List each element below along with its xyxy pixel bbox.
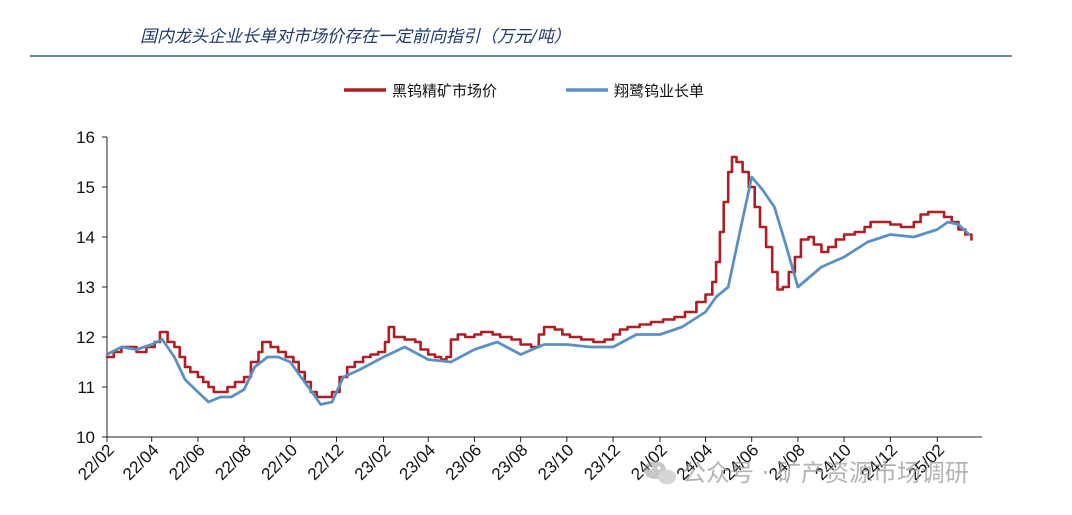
plot-area [105,155,973,406]
y-tick-label: 14 [76,228,95,247]
y-tick-label: 10 [76,428,95,447]
watermark-text: 公众号 · 矿产资源市场调研 [682,459,969,487]
y-tick-label: 13 [76,278,95,297]
watermark: 公众号 · 矿产资源市场调研 [644,459,969,487]
legend-label-long-term-contract: 翔鹭钨业长单 [614,82,704,100]
x-tick-label: 23/12 [580,440,624,484]
wechat-icon [644,461,676,485]
x-tick-label: 22/08 [211,440,255,484]
series-line-market-price [105,155,973,399]
x-tick-label: 23/06 [442,440,486,484]
series-line-long-term-contract [105,175,971,406]
x-tick-label: 23/02 [351,440,395,484]
x-tick-label: 22/10 [258,440,302,484]
x-tick-label: 23/04 [396,440,440,484]
x-tick-label: 22/12 [304,440,348,484]
legend-label-market-price: 黑钨精矿市场价 [392,82,497,100]
y-tick-label: 12 [76,328,95,347]
chart-title: 国内龙头企业长单对市场价存在一定前向指引（万元/吨） [140,27,571,47]
y-tick-label: 11 [77,378,95,397]
y-tick-label: 15 [76,178,95,197]
x-tick-label: 23/08 [488,440,532,484]
x-tick-label: 22/04 [119,440,163,484]
legend: 黑钨精矿市场价 翔鹭钨业长单 [344,82,704,100]
x-tick-label: 23/10 [534,440,578,484]
y-tick-label: 16 [76,128,95,147]
x-tick-label: 22/06 [165,440,209,484]
